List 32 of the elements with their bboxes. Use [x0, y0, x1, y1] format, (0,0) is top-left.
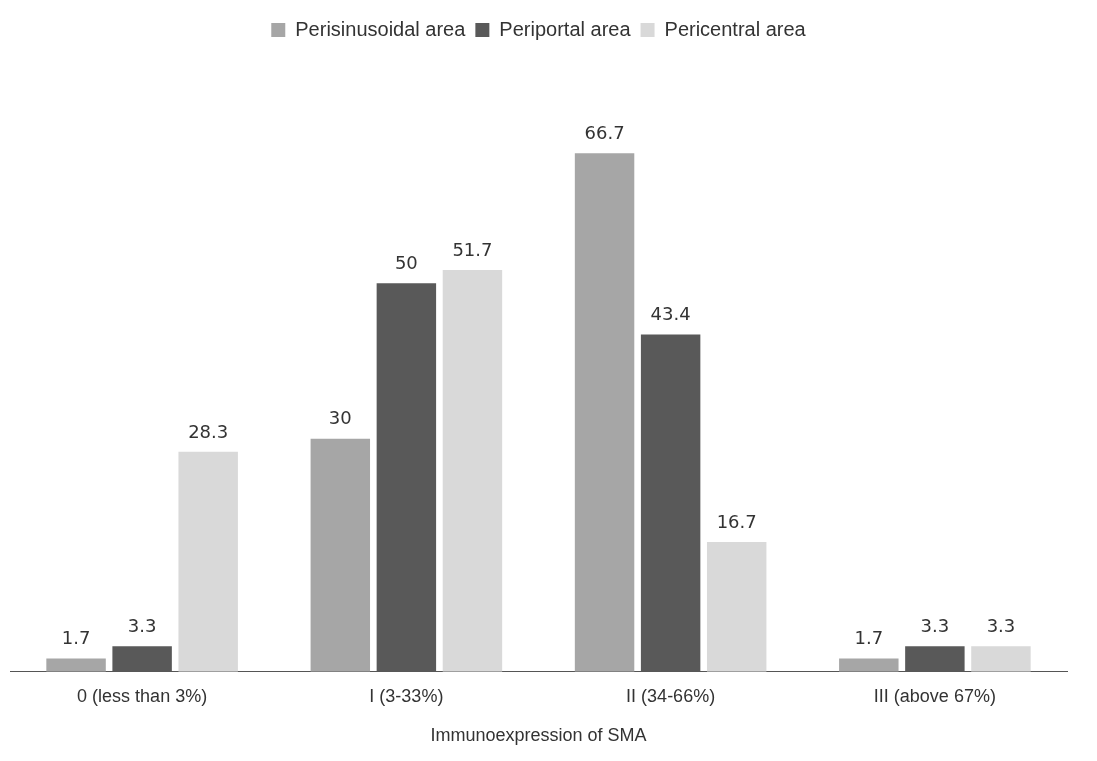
data-label: 28.3: [188, 420, 229, 442]
data-label: 50: [394, 251, 418, 273]
data-label: 30: [328, 407, 352, 429]
bar: [442, 269, 503, 672]
data-label: 1.7: [854, 627, 884, 649]
data-label: 66.7: [584, 122, 625, 144]
x-tick-label: I (3-33%): [369, 685, 444, 706]
x-tick-label: 0 (less than 3%): [77, 685, 208, 706]
bar: [574, 153, 635, 672]
bar: [46, 658, 106, 672]
x-axis-title: Immunoexpression of SMA: [430, 725, 647, 746]
bar: [640, 334, 701, 672]
bar: [905, 646, 965, 672]
legend-label: Pericentral area: [664, 17, 807, 40]
data-label: 16.7: [716, 510, 757, 532]
bar: [706, 542, 767, 672]
bar: [178, 451, 238, 672]
legend-label: Perisinusoidal area: [295, 17, 467, 40]
bar: [310, 438, 371, 672]
bar: [971, 646, 1031, 672]
data-label: 3.3: [127, 614, 157, 636]
data-label: 1.7: [61, 627, 91, 649]
bar: [839, 658, 899, 672]
x-tick-label: II (34-66%): [626, 685, 716, 706]
data-label: 3.3: [986, 614, 1016, 636]
data-label: 51.7: [452, 238, 493, 260]
data-label: 43.4: [650, 303, 691, 325]
data-label: 3.3: [920, 614, 950, 636]
legend-label: Periportal area: [499, 17, 632, 40]
bar: [376, 283, 437, 672]
x-tick-label: III (above 67%): [873, 685, 996, 706]
bar: [112, 646, 172, 672]
